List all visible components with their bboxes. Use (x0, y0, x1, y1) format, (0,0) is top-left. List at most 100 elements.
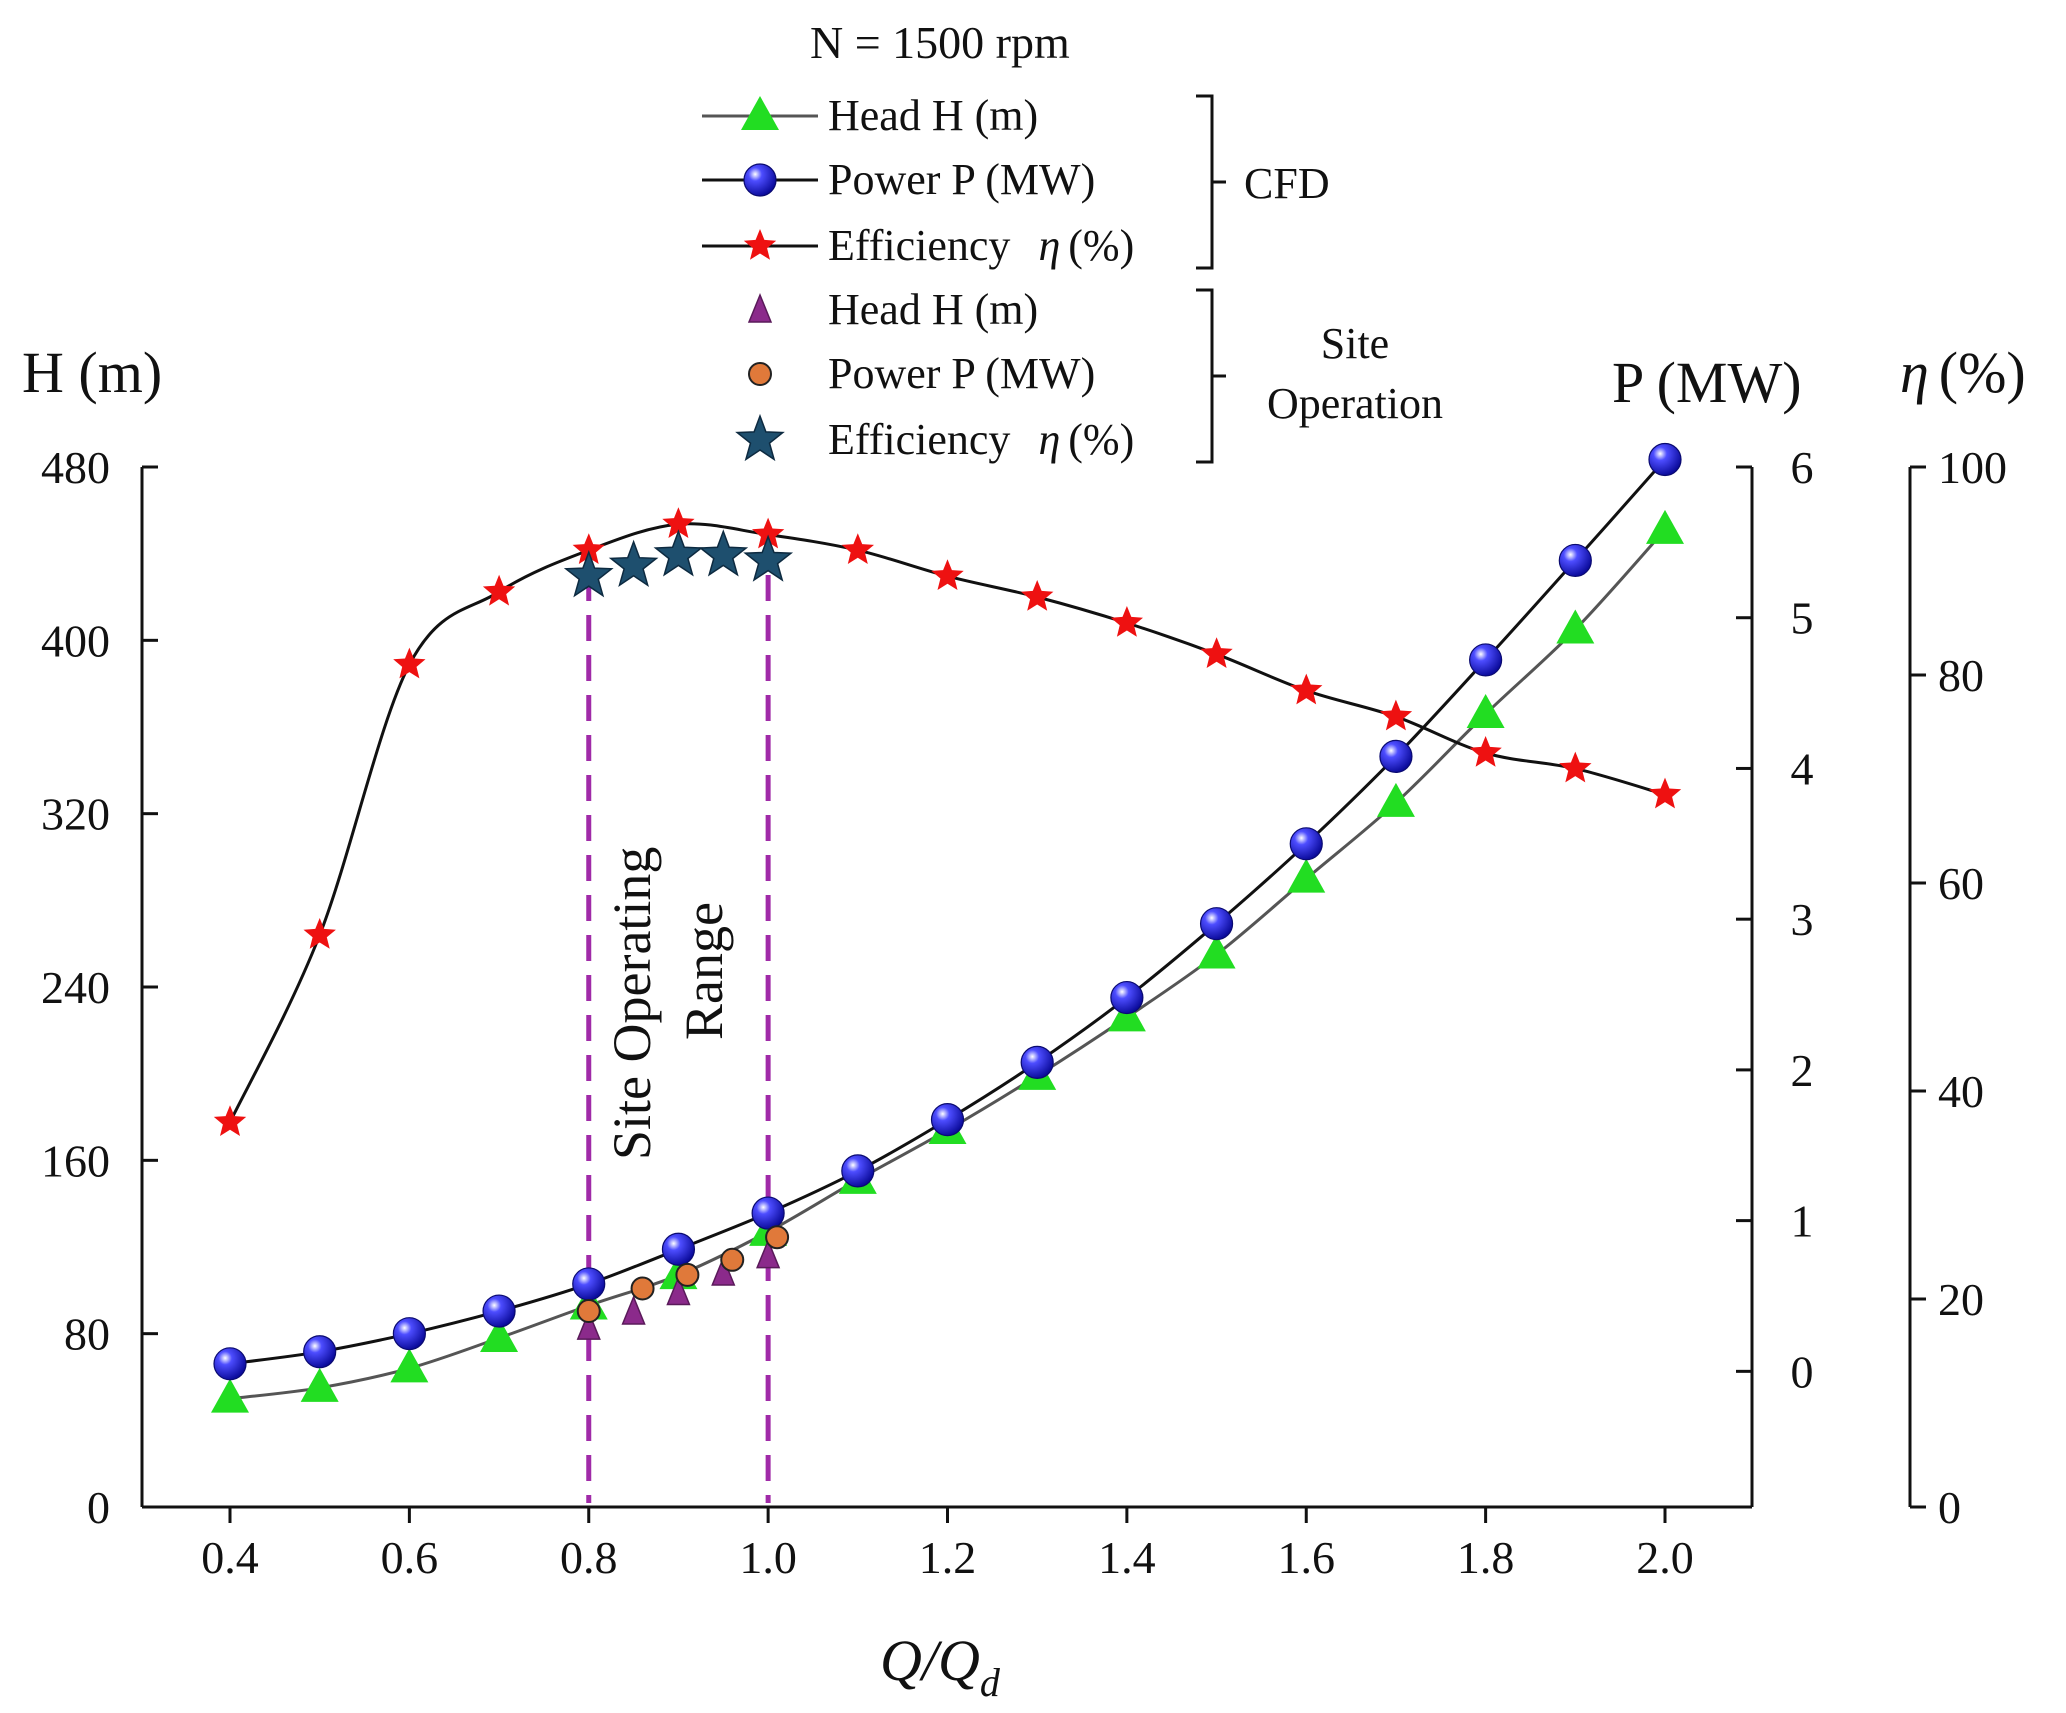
power-tick-label: 0 (1791, 1346, 1814, 1397)
series-3-point (666, 1275, 691, 1306)
series-1-point (213, 1347, 247, 1381)
efficiency-tick-label: 100 (1938, 442, 2007, 493)
series-2-point (1110, 606, 1143, 637)
series-1-point (1558, 543, 1592, 578)
series-0-point (390, 1348, 429, 1383)
head-tick-label: 400 (41, 615, 110, 666)
x-tick-label: 0.6 (381, 1532, 439, 1583)
series-0-point (1646, 509, 1684, 544)
series-0-point (1287, 858, 1326, 893)
chart-text: 0.4 0.6 0.8 1.0 1.2 1.4 1.6 1.8 2.00801602403204… (22, 17, 2026, 1705)
series-line-2 (228, 522, 1666, 1123)
series-0-point (211, 1378, 249, 1413)
series-4-point (576, 1299, 601, 1324)
x-tick-label: 1.4 (1098, 1532, 1156, 1583)
series-5-point (743, 534, 794, 582)
power-tick-label: 2 (1791, 1045, 1814, 1096)
series-1-point (751, 1196, 785, 1230)
series-2-point (841, 533, 874, 564)
efficiency-tick-label: 80 (1938, 650, 1984, 701)
legend-marker-0 (741, 96, 779, 130)
group-label-cfd: CFD (1244, 159, 1330, 208)
series-1-point (661, 1232, 696, 1266)
series-2-point (662, 507, 695, 538)
group-label-site-line1: Site (1321, 319, 1389, 368)
x-tick-label: 1.2 (919, 1532, 977, 1583)
group-label-site-line2: Operation (1267, 379, 1443, 428)
legend-label-unit: (%) (1068, 415, 1134, 464)
power-tick-label: 1 (1791, 1196, 1814, 1247)
series-1-point (392, 1317, 426, 1351)
x-axis-title: Q/Qd (880, 1628, 1001, 1705)
series-5-point (653, 529, 704, 577)
series-line-0 (229, 528, 1667, 1401)
efficiency-tick-label: 60 (1938, 858, 1984, 909)
series-1-point (930, 1103, 965, 1137)
series-line-1 (229, 458, 1667, 1366)
legend: Head H (m)Power P (MW)Efficiency η (%)Head… (702, 91, 1443, 464)
legend-label-text: Efficiency (828, 415, 1010, 464)
efficiency-tick-label: 0 (1938, 1482, 1961, 1533)
series-0-point (1466, 694, 1505, 728)
series-2-point (1021, 580, 1054, 611)
efficiency-axis-unit: (%) (1939, 340, 2026, 405)
series-1-point (1648, 442, 1682, 477)
series-2-point (1469, 736, 1502, 767)
series-lines (228, 458, 1667, 1401)
series-0-point (480, 1318, 519, 1352)
series-5-point (608, 539, 659, 587)
series-4-point (630, 1276, 655, 1301)
legend-label-0: Head H (m) (828, 91, 1038, 140)
operating-range-lines (586, 575, 771, 1503)
head-tick-label: 80 (64, 1309, 110, 1360)
legend-label-5: Efficiency η (%) (828, 415, 1134, 464)
series-2-point (1648, 777, 1682, 809)
series-1-point (1289, 827, 1323, 861)
legend-marker-3 (747, 293, 773, 323)
x-axis-title-sub: d (980, 1660, 1001, 1705)
series-2-point (572, 533, 605, 564)
head-tick-label: 160 (41, 1135, 110, 1186)
chart-title: N = 1500 rpm (810, 17, 1070, 68)
series-1-point (841, 1154, 875, 1188)
power-tick-label: 5 (1791, 593, 1814, 644)
series-4-point (720, 1247, 745, 1272)
efficiency-axis-title: η (%) (1900, 340, 2026, 405)
series-2-point (213, 1105, 247, 1136)
series-4-point (765, 1225, 790, 1250)
series-1-point (303, 1335, 337, 1369)
range-annotation: Site Operating Range (602, 847, 734, 1160)
series-2-point (931, 559, 964, 590)
x-tick-label: 1.8 (1457, 1532, 1515, 1583)
series-1-point (1469, 643, 1503, 677)
range-annotation-line2: Range (674, 902, 734, 1040)
series-markers (211, 442, 1684, 1413)
series-3-point (756, 1238, 781, 1269)
power-tick-label: 4 (1791, 743, 1814, 794)
efficiency-axis-symbol: η (1900, 340, 1929, 405)
series-0-point (300, 1367, 339, 1402)
x-axis-title-main: Q/Q (880, 1628, 980, 1693)
series-2-point (752, 517, 785, 549)
legend-label-1: Power P (MW) (828, 155, 1095, 204)
series-0-point (1107, 997, 1146, 1032)
series-2-point (482, 574, 516, 606)
legend-label-text: Efficiency (828, 221, 1010, 270)
legend-label-2: Efficiency η (%) (828, 221, 1134, 270)
cfd-brace (1196, 94, 1226, 270)
series-3-point (576, 1310, 601, 1340)
head-axis-title: H (m) (22, 340, 162, 405)
legend-marker-4 (748, 362, 772, 386)
series-2-point (393, 647, 426, 679)
x-tick-label: 2.0 (1636, 1532, 1694, 1583)
series-5-point (563, 550, 614, 598)
head-tick-label: 320 (41, 789, 110, 840)
efficiency-tick-label: 40 (1938, 1066, 1984, 1117)
series-1-point (482, 1294, 516, 1328)
series-5-point (698, 529, 749, 577)
power-axis-title: P (MW) (1612, 350, 1802, 415)
series-0-point (1376, 782, 1415, 817)
x-tick-label: 0.8 (560, 1532, 618, 1583)
legend-marker-5 (735, 413, 785, 462)
